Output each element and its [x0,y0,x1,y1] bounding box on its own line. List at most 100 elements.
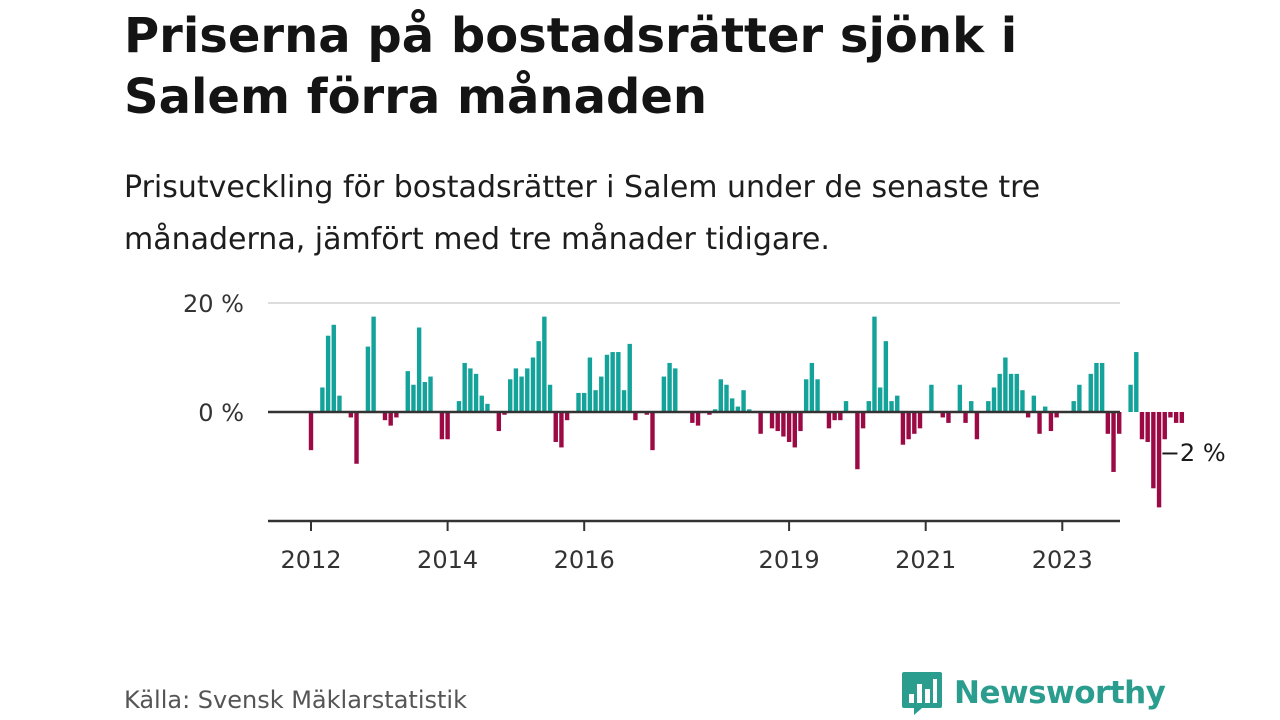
newsworthy-logo[interactable]: Newsworthy [900,670,1166,716]
bar [843,401,849,412]
x-tick-label: 2023 [1032,546,1093,574]
bar [1094,362,1099,412]
bar [382,412,388,421]
bar [650,412,655,451]
bar [348,412,354,418]
bar [1111,412,1116,472]
bar [781,412,786,437]
bar [394,412,399,418]
bar [712,409,718,412]
bar [371,316,376,413]
bar [1173,412,1179,423]
bar [1099,362,1105,412]
bar [866,401,871,412]
bar [747,409,752,412]
bar [986,401,991,412]
bar [559,412,564,448]
bar [1043,406,1048,412]
bar [906,412,911,440]
bar [690,412,695,423]
bar [1145,412,1150,442]
bar [1003,357,1008,412]
bar [439,412,445,440]
bar [957,384,963,412]
bar [963,412,968,423]
bar [1105,412,1111,434]
bar [308,412,314,451]
bar [411,384,416,412]
bar [883,341,889,412]
bar [599,376,604,412]
bar [1025,412,1031,418]
bar [1071,401,1076,412]
bar [496,412,502,432]
bar [917,412,923,429]
bar [621,390,627,412]
bar [633,412,638,421]
bar [485,403,490,412]
bar [325,335,331,412]
bar [422,382,428,412]
bar [331,324,336,412]
bar [1128,384,1133,412]
bar [826,412,832,429]
bar [969,401,974,412]
bar [792,412,797,448]
bar [1117,412,1122,434]
axis-layer: 20 % 0 % 2012 2014 2016 2019 2021 2023 −2 % [183,290,1226,574]
bar [365,346,371,412]
bar [1054,412,1059,418]
bar [889,401,894,412]
bar [667,362,672,412]
bar [610,352,615,412]
bar [445,412,450,440]
bar [416,327,422,412]
bar [872,316,877,413]
bar [946,412,951,423]
bar [1168,412,1173,418]
bar [912,412,917,434]
bar [758,412,763,434]
bar [855,412,860,470]
y-tick-label: 0 % [198,399,244,427]
bar [530,357,536,412]
bar [473,373,479,412]
bar [428,376,433,412]
bar [997,373,1002,412]
bar [991,387,997,413]
bar [769,412,775,429]
x-tick-label: 2014 [417,546,478,574]
bar [553,412,558,442]
bar [542,316,547,413]
bar [479,395,484,412]
bar [803,379,809,412]
chart-subtitle: Prisutveckling för bostadsrätter i Salem… [124,170,1041,257]
bar [576,392,581,412]
bar [1151,412,1156,489]
brand-name: Newsworthy [954,675,1166,711]
x-tick-label: 2016 [554,546,615,574]
bar [929,384,934,412]
bar [1037,412,1042,434]
bar [860,412,866,429]
bar [735,406,741,412]
bar [547,384,553,412]
bar [1020,390,1025,412]
x-tick-label: 2012 [280,546,341,574]
bar [1156,412,1162,508]
bar [468,368,473,412]
bar [337,395,342,412]
bar [513,368,519,412]
bar [661,376,667,412]
bar [508,379,513,412]
bar [877,387,883,413]
bar [593,390,598,412]
bar [1014,373,1019,412]
y-tick-label: 20 % [183,290,244,318]
bar [673,368,678,412]
bars-layer [308,316,1185,508]
bar [832,412,837,421]
bar [707,412,712,415]
bar [456,401,462,412]
bar [644,412,650,415]
